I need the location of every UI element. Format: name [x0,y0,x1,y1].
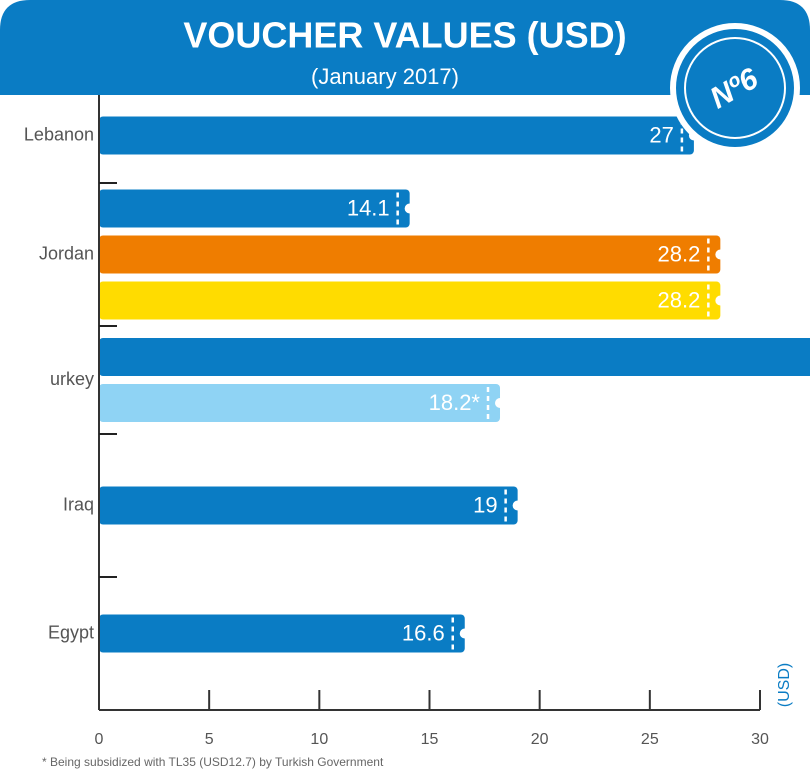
value-label: 16.6 [402,620,445,645]
header [0,0,810,95]
footnote: * Being subsidized with TL35 (USD12.7) b… [42,755,384,769]
ticket-notch [404,203,415,214]
x-tick-label: 5 [205,731,214,748]
y-tick-label: Iraq [63,494,94,514]
badge [670,23,800,153]
value-label: 27 [649,122,673,147]
bar [99,614,465,653]
bar [99,189,410,228]
bar [99,116,694,155]
y-tick-label: Jordan [39,243,94,263]
x-tick-label: 10 [310,731,328,748]
bar [99,384,501,422]
value-label: 19 [473,492,497,517]
value-label: 14.1 [347,195,390,220]
x-tick-label: 25 [641,731,659,748]
bar [99,281,721,320]
x-axis-label: (USD) [776,663,793,707]
y-tick-label: Lebanon [24,124,94,144]
chart-subtitle: (January 2017) [311,64,459,89]
value-label: 28.2 [658,241,701,266]
value-label: 18.2* [429,390,481,415]
bar [99,338,810,376]
ticket-notch [715,249,726,260]
badge-ring [684,37,786,139]
bar [99,486,518,525]
ticket-notch [512,500,523,511]
x-tick-label: 30 [751,731,769,748]
value-label: 28.2 [658,287,701,312]
ticket-notch [459,628,470,639]
bar [99,235,721,274]
x-tick-label: 0 [95,731,104,748]
ticket-notch [495,398,506,408]
x-tick-label: 15 [421,731,439,748]
y-tick-label: urkey [50,369,94,389]
x-tick-label: 20 [531,731,549,748]
ticket-notch [715,295,726,306]
y-tick-label: Egypt [48,622,94,642]
chart-title: VOUCHER VALUES (USD) [183,15,626,56]
